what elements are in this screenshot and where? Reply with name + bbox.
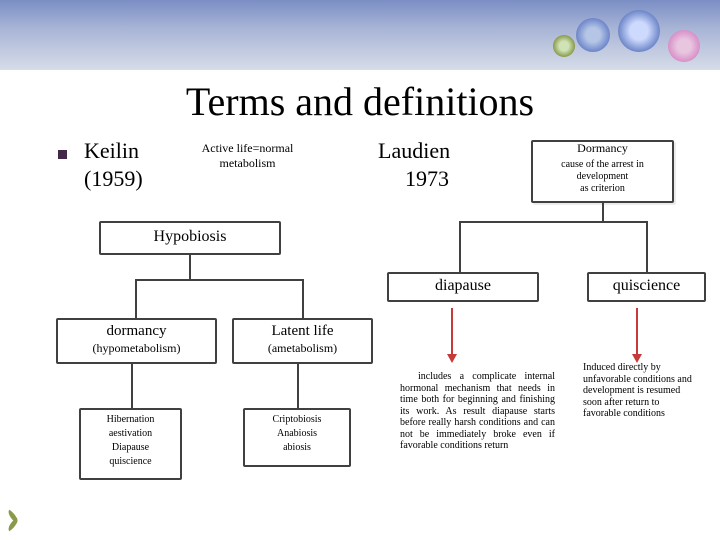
quiscience-label: quiscience — [587, 277, 706, 295]
slide-title: Terms and definitions — [0, 78, 720, 125]
arrow-shaft-quiscience — [636, 308, 638, 356]
latent-title: Latent life — [232, 323, 373, 340]
author-keilin-year: (1959) — [84, 166, 143, 192]
connector — [459, 221, 648, 223]
active-life-line2: metabolism — [175, 157, 320, 171]
connector — [302, 279, 304, 318]
author-laudien-year: 1973 — [405, 166, 449, 192]
connector — [459, 221, 461, 272]
quiscience-description: Induced directly by unfavorable conditio… — [583, 362, 693, 420]
hibern-l1: Hibernation — [79, 414, 182, 426]
arrow-shaft-diapause — [451, 308, 453, 356]
dormancy-lower-title: dormancy — [56, 323, 217, 340]
diapause-description: includes a complicate internal hormonal … — [400, 371, 555, 452]
dormancy-desc3: as criterion — [531, 183, 674, 195]
cripto-l2: Anabiosis — [243, 428, 351, 440]
latent-sub: (ametabolism) — [232, 342, 373, 356]
connector — [602, 203, 604, 221]
bullet-icon — [58, 150, 67, 159]
hibern-l2: aestivation — [79, 428, 182, 440]
author-keilin-name: Keilin — [84, 138, 139, 164]
connector — [131, 364, 133, 408]
connector — [189, 255, 191, 279]
connector — [646, 221, 648, 272]
connector — [297, 364, 299, 408]
hypobiosis-label: Hypobiosis — [99, 228, 281, 246]
dormancy-desc1: cause of the arrest in — [531, 159, 674, 171]
connector — [135, 279, 137, 318]
decorative-flowers — [540, 0, 720, 80]
dormancy-lower-sub: (hypometabolism) — [56, 342, 217, 356]
connector — [135, 279, 304, 281]
dormancy-title: Dormancy — [531, 142, 674, 156]
decorative-leaf — [5, 518, 20, 532]
hibern-l3: Diapause — [79, 442, 182, 454]
cripto-l1: Criptobiosis — [243, 414, 351, 426]
diapause-label: diapause — [387, 277, 539, 295]
author-laudien-name: Laudien — [378, 138, 450, 164]
cripto-l3: abiosis — [243, 442, 351, 454]
active-life-line1: Active life=normal — [175, 142, 320, 156]
hibern-l4: quiscience — [79, 456, 182, 468]
arrow-head-diapause — [447, 354, 457, 363]
dormancy-desc2: development — [531, 171, 674, 183]
